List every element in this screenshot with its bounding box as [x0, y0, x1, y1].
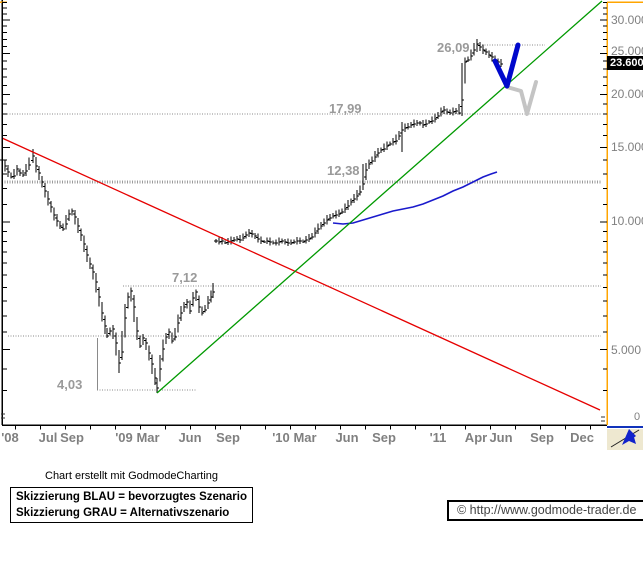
- watermark-note: Chart erstellt mit GodmodeCharting: [45, 470, 219, 482]
- gray-alternative-scenario-sketch: [505, 80, 538, 116]
- scenario-legend: Skizzierung BLAU = bevorzugtes Szenario …: [10, 487, 254, 523]
- godmode-sail-icon: [622, 429, 636, 445]
- legend-line-gray-scenario: Skizzierung GRAU = Alternativszenario: [16, 507, 230, 519]
- copyright-link[interactable]: © http://www.godmode-trader.de: [447, 500, 643, 521]
- falling-resistance-trendline: [1, 137, 601, 411]
- current-price-badge: 23.600: [607, 56, 643, 70]
- legend-line-blue-scenario: Skizzierung BLAU = bevorzugtes Szenario: [16, 491, 248, 503]
- rising-support-trendline: [156, 0, 603, 394]
- moving-average-line: [332, 171, 498, 225]
- blue-preferred-scenario-sketch: [492, 42, 521, 89]
